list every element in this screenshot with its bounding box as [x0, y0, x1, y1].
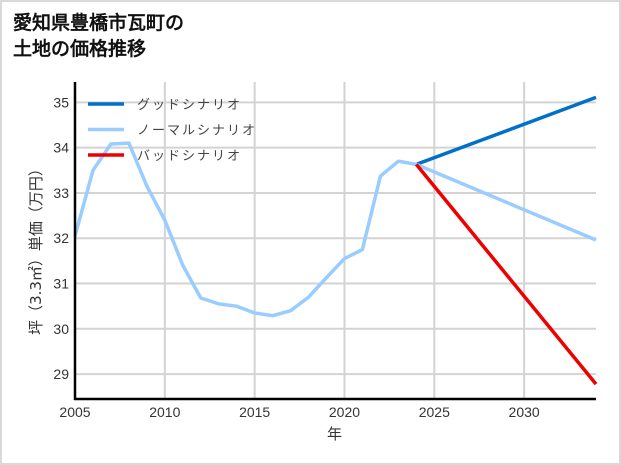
chart-title: 愛知県豊橋市瓦町の 土地の価格推移	[13, 10, 184, 62]
series-line	[414, 163, 598, 386]
y-tick-label: 34	[53, 140, 69, 156]
x-axis-label: 年	[327, 425, 342, 443]
chart-title-line1: 愛知県豊橋市瓦町の	[13, 12, 185, 34]
x-tick-label: 2005	[59, 404, 90, 420]
y-tick-label: 32	[53, 230, 69, 246]
y-tick-label: 29	[53, 366, 69, 382]
y-tick-label: 30	[53, 321, 69, 337]
legend-label: グッドシナリオ	[137, 98, 242, 113]
x-tick-label: 2025	[419, 404, 450, 420]
x-tick-label: 2010	[149, 404, 180, 420]
x-tick-label: 2020	[329, 404, 360, 420]
x-tick-label: 2030	[509, 404, 540, 420]
y-axis-label: 坪（3.3㎡）単価（万円）	[27, 161, 45, 335]
legend-label: バッドシナリオ	[137, 149, 242, 164]
series-line	[415, 95, 597, 167]
series-line	[73, 141, 597, 318]
y-tick-label: 33	[53, 185, 69, 201]
chart-title-line2: 土地の価格推移	[13, 38, 147, 60]
y-tick-label: 31	[53, 276, 69, 292]
x-tick-label: 2015	[239, 404, 270, 420]
legend-label: ノーマルシナリオ	[137, 124, 257, 139]
y-tick-label: 35	[53, 94, 69, 110]
